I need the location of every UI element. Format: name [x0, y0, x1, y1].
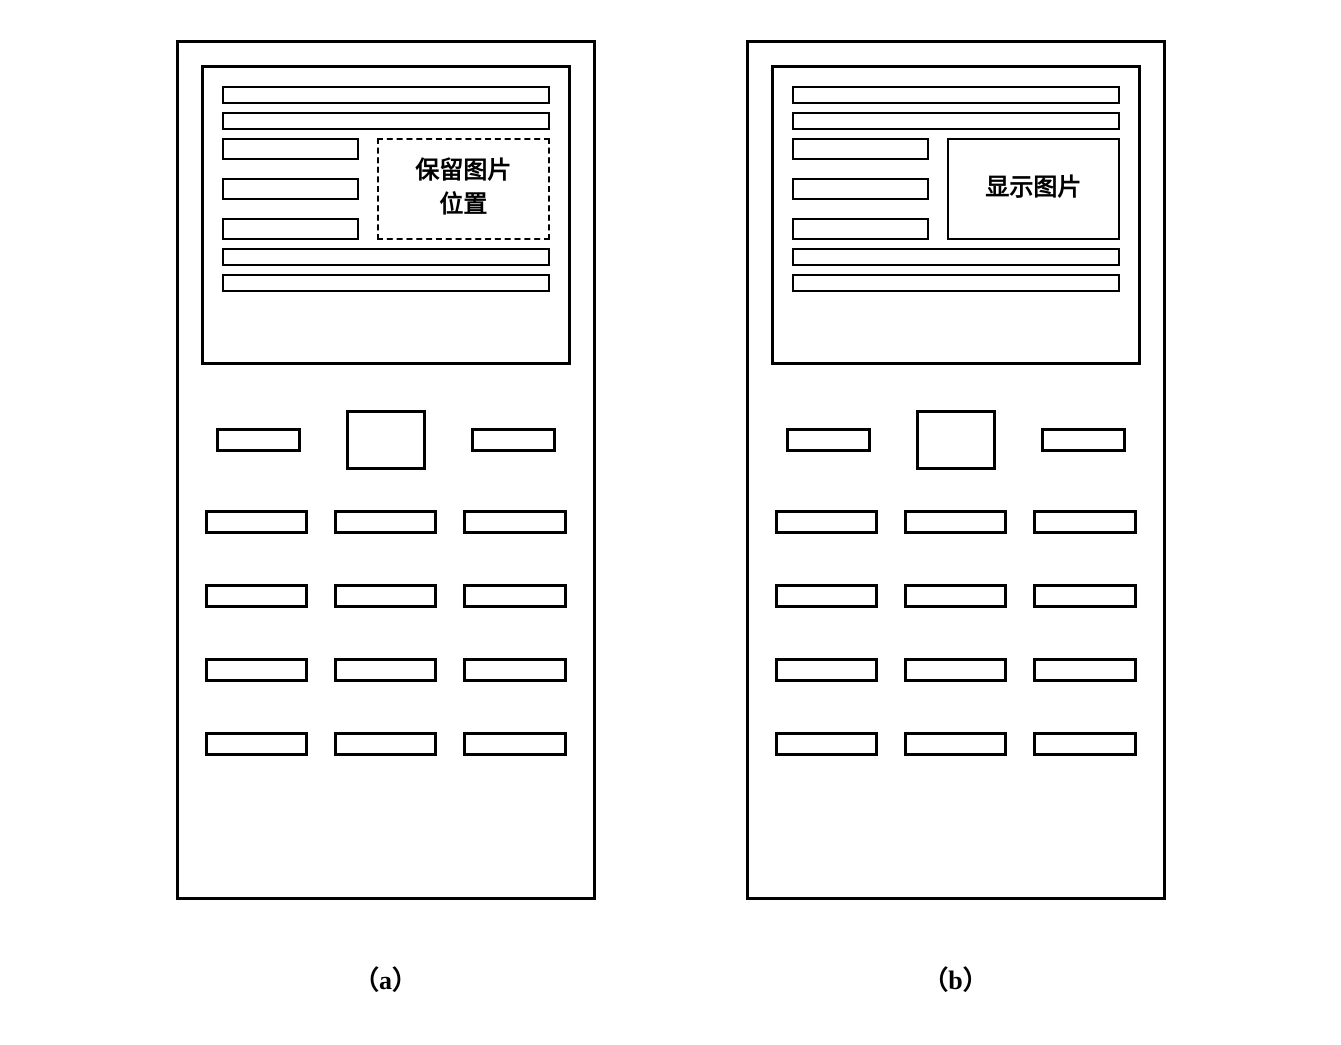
key-2[interactable] — [334, 510, 437, 534]
key-hash[interactable] — [1033, 732, 1136, 756]
key-3[interactable] — [463, 510, 566, 534]
image-placeholder-box: 保留图片 位置 — [377, 138, 549, 240]
key-8[interactable] — [904, 658, 1007, 682]
key-0[interactable] — [904, 732, 1007, 756]
content-left-column — [222, 138, 360, 240]
content-bar — [222, 274, 550, 292]
content-mid-row: 显示图片 — [792, 138, 1120, 240]
softkey-left[interactable] — [786, 428, 871, 452]
key-1[interactable] — [205, 510, 308, 534]
softkey-right[interactable] — [471, 428, 556, 452]
content-bar-short — [222, 138, 360, 160]
key-3[interactable] — [1033, 510, 1136, 534]
key-6[interactable] — [1033, 584, 1136, 608]
phone-a-wrapper: 保留图片 位置 （a） — [176, 40, 596, 997]
content-bar-short — [792, 138, 930, 160]
content-bar — [222, 248, 550, 266]
content-bar — [792, 248, 1120, 266]
keypad — [201, 510, 571, 756]
content-bar-short — [222, 218, 360, 240]
softkey-right[interactable] — [1041, 428, 1126, 452]
nav-row — [771, 410, 1141, 470]
key-9[interactable] — [463, 658, 566, 682]
phone-a: 保留图片 位置 — [176, 40, 596, 900]
image-placeholder-label: 保留图片 位置 — [415, 155, 511, 222]
key-star[interactable] — [775, 732, 878, 756]
key-0[interactable] — [334, 732, 437, 756]
content-bar-short — [222, 178, 360, 200]
image-display-label: 显示图片 — [985, 172, 1081, 206]
key-5[interactable] — [904, 584, 1007, 608]
key-7[interactable] — [775, 658, 878, 682]
key-6[interactable] — [463, 584, 566, 608]
nav-row — [201, 410, 571, 470]
content-bar — [222, 86, 550, 104]
softkey-left[interactable] — [216, 428, 301, 452]
image-display-box: 显示图片 — [947, 138, 1119, 240]
phone-b-wrapper: 显示图片 （b） — [746, 40, 1166, 997]
content-bar — [792, 112, 1120, 130]
key-4[interactable] — [775, 584, 878, 608]
key-9[interactable] — [1033, 658, 1136, 682]
key-hash[interactable] — [463, 732, 566, 756]
content-bar-short — [792, 218, 930, 240]
key-star[interactable] — [205, 732, 308, 756]
dpad-center[interactable] — [346, 410, 426, 470]
key-4[interactable] — [205, 584, 308, 608]
key-8[interactable] — [334, 658, 437, 682]
key-2[interactable] — [904, 510, 1007, 534]
key-7[interactable] — [205, 658, 308, 682]
phone-b-screen: 显示图片 — [771, 65, 1141, 365]
phone-a-screen: 保留图片 位置 — [201, 65, 571, 365]
keypad — [771, 510, 1141, 756]
content-bar — [792, 86, 1120, 104]
content-mid-row: 保留图片 位置 — [222, 138, 550, 240]
phone-b: 显示图片 — [746, 40, 1166, 900]
caption-b: （b） — [922, 960, 988, 997]
key-5[interactable] — [334, 584, 437, 608]
content-bar — [222, 112, 550, 130]
content-left-column — [792, 138, 930, 240]
content-bar-short — [792, 178, 930, 200]
dpad-center[interactable] — [916, 410, 996, 470]
key-1[interactable] — [775, 510, 878, 534]
caption-a: （a） — [353, 960, 418, 997]
content-bar — [792, 274, 1120, 292]
